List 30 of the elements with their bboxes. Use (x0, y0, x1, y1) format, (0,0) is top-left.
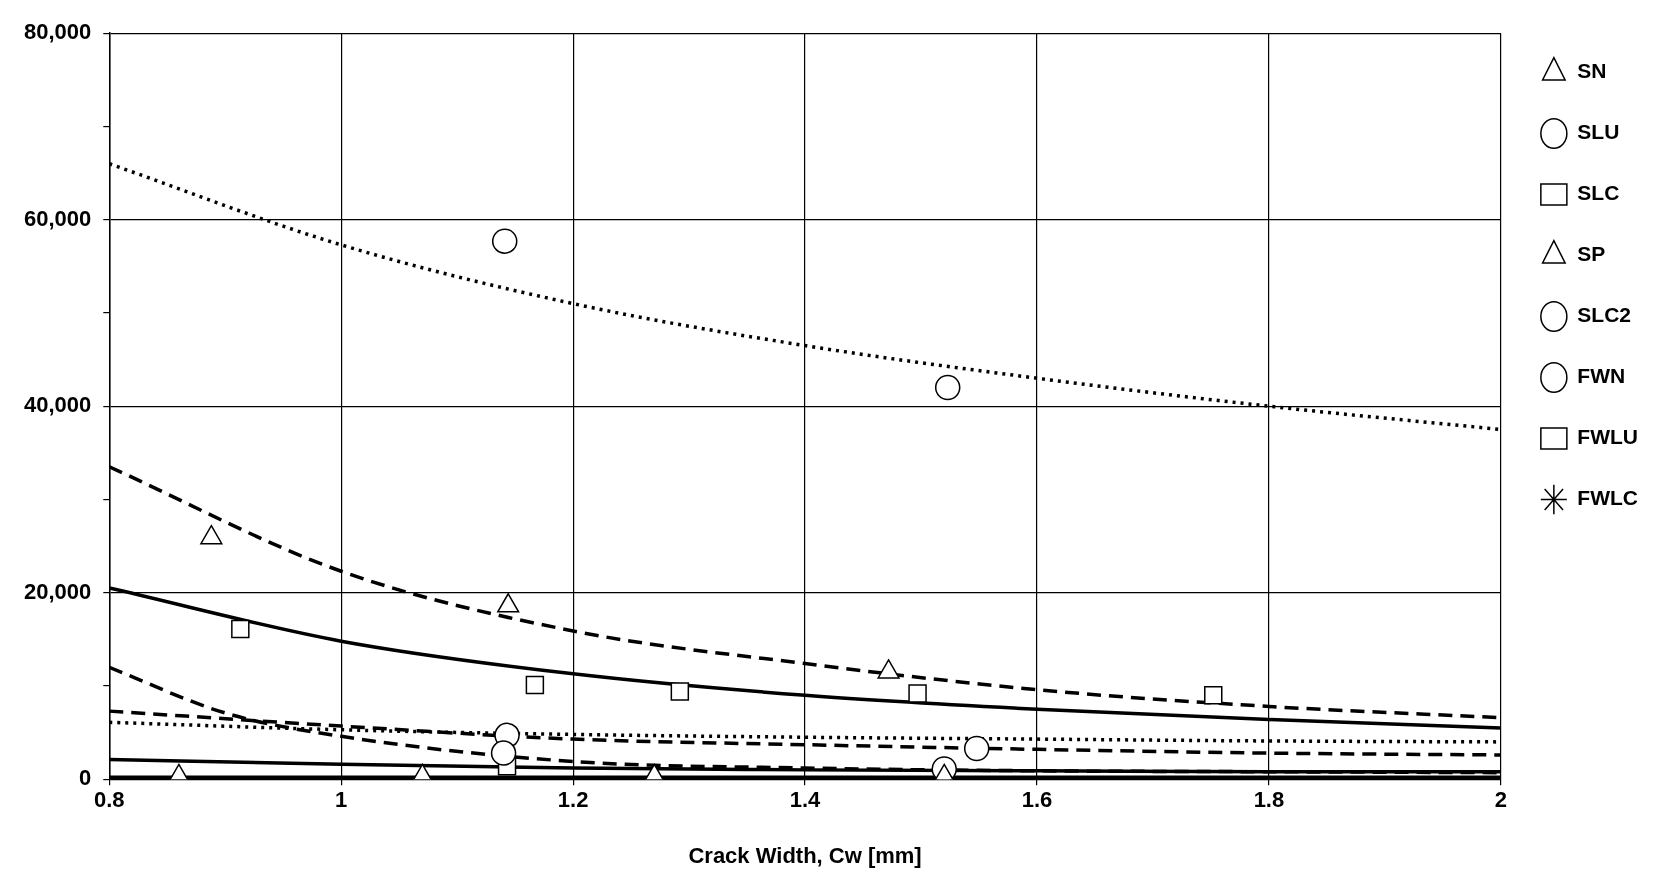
legend-label: FWLU (1577, 425, 1639, 449)
x-tick-label: 1.8 (1253, 787, 1285, 813)
point (908, 684, 927, 703)
x-tick-label: 2 (1494, 787, 1507, 813)
point (491, 228, 518, 254)
x-tick-label: 1.2 (557, 787, 589, 813)
point (963, 735, 990, 762)
y-tick-label: 60,000 (23, 205, 92, 231)
x-tick-label: 0.8 (93, 787, 125, 813)
x-tick-label: 1.4 (789, 787, 822, 813)
x-tick-label: 1.6 (1021, 787, 1053, 813)
legend-label: SN (1577, 59, 1607, 83)
legend-label: SLC2 (1577, 303, 1632, 327)
point (490, 740, 517, 766)
point (1204, 686, 1223, 705)
point (934, 374, 961, 401)
legend-label: FWN (1577, 364, 1626, 388)
x-axis-title: Crack Width, Cw [mm] (688, 842, 922, 868)
legend-label: SLC (1577, 181, 1620, 205)
point (525, 675, 545, 695)
y-tick-label: 0 (79, 765, 92, 791)
point (670, 682, 690, 701)
legend-label: FWLC (1577, 486, 1639, 510)
y-tick-label: 40,000 (23, 392, 92, 418)
y-tick-label: 80,000 (23, 19, 92, 45)
y-tick-label: 20,000 (23, 578, 92, 604)
legend-label: SP (1577, 242, 1606, 266)
point (231, 619, 250, 639)
x-tick-label: 1 (335, 787, 348, 813)
legend-label: SLU (1577, 120, 1620, 144)
